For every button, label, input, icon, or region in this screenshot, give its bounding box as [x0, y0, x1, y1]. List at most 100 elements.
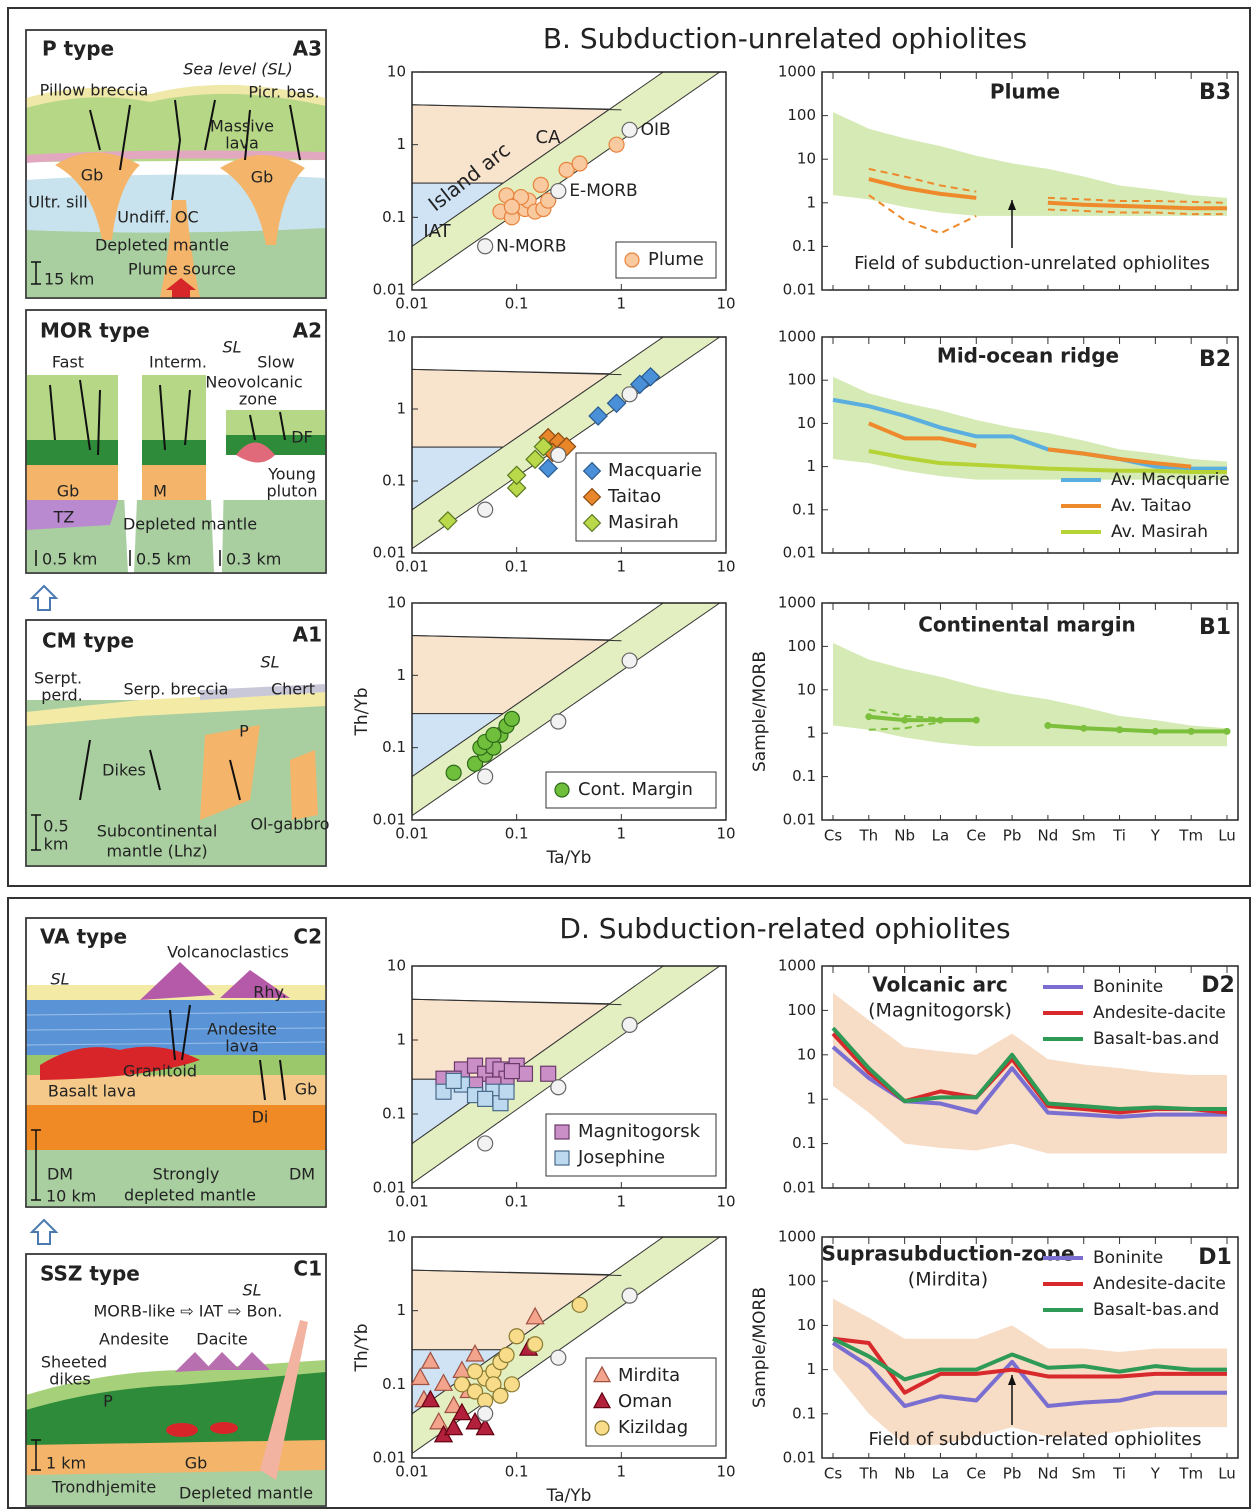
cartoon-title: CM type: [42, 629, 134, 653]
cartoon-label: C1: [293, 1257, 322, 1281]
cartoon-title: VA type: [40, 925, 127, 949]
cartoon-label: km: [44, 835, 69, 854]
cartoon-label: dikes: [49, 1370, 90, 1389]
cartoon-label: A3: [293, 37, 322, 61]
cartoon-shape: [142, 375, 206, 440]
panel-title: Volcanic arc: [872, 973, 1007, 997]
cartoon-label: 10 km: [46, 1187, 96, 1206]
x-tick-label: Ce: [966, 1465, 986, 1483]
x-tick-label: 1: [617, 558, 627, 576]
x-tick-label: 10: [716, 295, 735, 313]
y-tick-label: 1000: [778, 1228, 816, 1246]
y-tick-label: 1000: [778, 328, 816, 346]
cartoon-label: Ol-gabbro: [250, 815, 329, 834]
legend-label: Basalt-bas.and: [1093, 1029, 1219, 1049]
cartoon-label: Fast: [52, 353, 84, 372]
annotation: Field of subduction-related ophiolites: [868, 1429, 1201, 1450]
data-point: [609, 137, 624, 152]
data-point: [865, 713, 872, 720]
panel-title: Plume: [990, 80, 1060, 104]
x-tick-label: 1: [617, 1193, 627, 1211]
cartoon-label: Dacite: [196, 1330, 247, 1349]
y-tick-label: 1: [806, 1360, 816, 1378]
panel-title: Suprasubduction-zone: [821, 1242, 1074, 1266]
y-tick-label: 100: [787, 371, 816, 389]
data-point: [509, 1329, 524, 1344]
section-title: D. Subduction-related ophiolites: [559, 912, 1010, 945]
data-point: [572, 1297, 587, 1312]
data-point: [478, 502, 493, 517]
x-tick-label: 0.01: [395, 825, 428, 843]
data-point: [622, 1288, 637, 1303]
x-tick-label: 0.1: [505, 1193, 529, 1211]
x-tick-label: 1: [617, 1463, 627, 1481]
x-tick-label: Pb: [1003, 827, 1022, 845]
cartoon-label: P: [103, 1392, 113, 1411]
y-tick-label: 0.1: [792, 500, 816, 518]
cartoon-label: M: [153, 482, 167, 501]
y-tick-label: 0.1: [382, 472, 406, 490]
data-point: [1044, 722, 1051, 729]
data-point: [551, 1350, 566, 1365]
cartoon-label: C2: [293, 925, 322, 949]
x-tick-label: Y: [1150, 827, 1161, 845]
x-axis-label: Ta/Yb: [546, 1486, 592, 1506]
y-tick-label: 100: [787, 1001, 816, 1019]
y-tick-label: 0.1: [792, 767, 816, 785]
cartoon-label: Granitoid: [123, 1062, 197, 1081]
data-point: [1188, 728, 1195, 735]
data-point: [493, 1388, 508, 1403]
cartoon-shape: [26, 1105, 326, 1150]
y-tick-label: 1000: [778, 957, 816, 975]
x-tick-label: 0.1: [505, 825, 529, 843]
point-label: N-MORB: [496, 236, 566, 256]
data-point: [1152, 728, 1159, 735]
y-tick-label: 0.1: [382, 1375, 406, 1393]
cartoon-label: Di: [252, 1108, 269, 1127]
cartoon-label: Volcanoclastics: [167, 943, 289, 962]
point-label: E-MORB: [569, 181, 637, 201]
cartoon-label: SL: [242, 1281, 261, 1300]
x-tick-label: 0.01: [395, 1463, 428, 1481]
x-tick-label: 0.01: [395, 295, 428, 313]
cartoon-label: Plume source: [128, 260, 236, 279]
data-point: [504, 199, 519, 214]
data-point: [622, 122, 637, 137]
data-point: [533, 177, 548, 192]
data-point: [622, 653, 637, 668]
data-point: [478, 1406, 493, 1421]
x-tick-label: 10: [716, 1193, 735, 1211]
y-tick-label: 1: [806, 193, 816, 211]
x-tick-label: 10: [716, 825, 735, 843]
cartoon-label: SL: [50, 970, 69, 989]
data-point: [551, 447, 566, 462]
data-point: [446, 1073, 461, 1088]
cartoon-shape: [26, 375, 118, 440]
cartoon-label: Trondhjemite: [51, 1478, 156, 1497]
y-tick-label: 0.01: [783, 281, 816, 299]
x-axis-label: Ta/Yb: [546, 848, 592, 868]
cartoon-shape: [210, 1422, 238, 1434]
cartoon-label: Strongly: [153, 1165, 220, 1184]
x-tick-label: 0.01: [395, 1193, 428, 1211]
y-tick-label: 10: [387, 1228, 406, 1246]
cartoon-label: depleted mantle: [124, 1186, 256, 1205]
cartoon-label: Rhy.: [253, 983, 287, 1002]
data-point: [478, 1136, 493, 1151]
legend-label: Josephine: [577, 1147, 665, 1168]
y-tick-label: 0.1: [382, 208, 406, 226]
legend-label: Plume: [648, 249, 704, 270]
y-tick-label: 1: [396, 400, 406, 418]
data-point: [504, 1377, 519, 1392]
cartoon-label: Picr. bas.: [248, 83, 319, 102]
y-tick-label: 0.1: [382, 738, 406, 756]
legend-marker: [555, 783, 569, 797]
cartoon-label: Andesite: [99, 1330, 169, 1349]
cartoon-shape: [26, 1000, 326, 1055]
cartoon-label: Interm.: [149, 353, 207, 372]
legend-label: Oman: [618, 1391, 672, 1412]
cartoon-label: Gb: [185, 1454, 208, 1473]
y-tick-label: 0.1: [792, 1134, 816, 1152]
legend-marker: [625, 253, 639, 267]
legend-marker: [555, 1125, 569, 1139]
